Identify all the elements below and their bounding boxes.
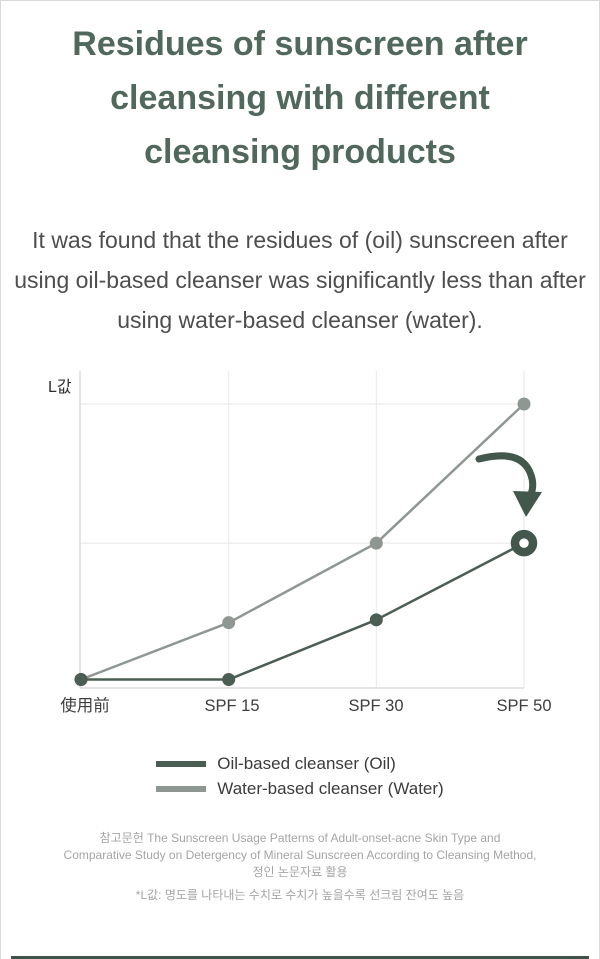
oil-data-point xyxy=(74,672,88,686)
oil-line-swatch xyxy=(156,761,207,767)
residue-chart-svg: L값 使用前 SPF 15 SPF 30 SPF 50 xyxy=(48,371,552,715)
water-data-point xyxy=(222,616,236,630)
water-series-line xyxy=(80,403,525,681)
residue-line-chart: L값 使用前 SPF 15 SPF 30 SPF 50 xyxy=(1,361,599,716)
oil-series-line xyxy=(81,542,525,681)
reference-text: 참고문헌 The Sunscreen Usage Patterns of Adu… xyxy=(1,830,599,881)
oil-data-point xyxy=(222,672,236,686)
water-data-point xyxy=(369,536,383,550)
x-axis-label-3: SPF 30 xyxy=(348,697,403,715)
annotation-arrow-shaft xyxy=(475,452,537,498)
legend-item-water: Water-based cleanser (Water) xyxy=(156,779,444,799)
annotation-arrow-head xyxy=(513,491,542,517)
page-subtitle: It was found that the residues of (oil) … xyxy=(14,227,586,333)
x-axis-label-1: 使用前 xyxy=(60,696,110,715)
page-title: Residues of sunscreen after cleansing wi… xyxy=(72,25,528,171)
legend-item-oil: Oil-based cleanser (Oil) xyxy=(156,754,443,774)
reference-line-1: 참고문헌 The Sunscreen Usage Patterns of Adu… xyxy=(99,831,501,845)
x-axis-label-2: SPF 15 xyxy=(204,697,259,715)
reference-line-3: 정인 논문자료 활용 xyxy=(252,865,348,879)
legend-label-water: Water-based cleanser (Water) xyxy=(217,779,444,798)
l-value-note: *L값: 명도를 나타내는 수치로 수치가 높을수록 선크림 잔여도 높음 xyxy=(135,888,465,902)
water-line-swatch xyxy=(156,786,207,792)
chart-legend: Oil-based cleanser (Oil) Water-based cle… xyxy=(1,754,599,804)
x-axis-label-4: SPF 50 xyxy=(496,697,551,715)
legend-label-oil: Oil-based cleanser (Oil) xyxy=(217,754,396,773)
oil-endpoint-ring-marker xyxy=(510,529,538,557)
bottom-accent-bar xyxy=(11,956,589,959)
reference-line-2: Comparative Study on Detergency of Miner… xyxy=(63,848,537,862)
water-data-point xyxy=(517,397,531,411)
oil-data-point xyxy=(369,613,383,627)
y-axis-label: L값 xyxy=(48,378,72,396)
